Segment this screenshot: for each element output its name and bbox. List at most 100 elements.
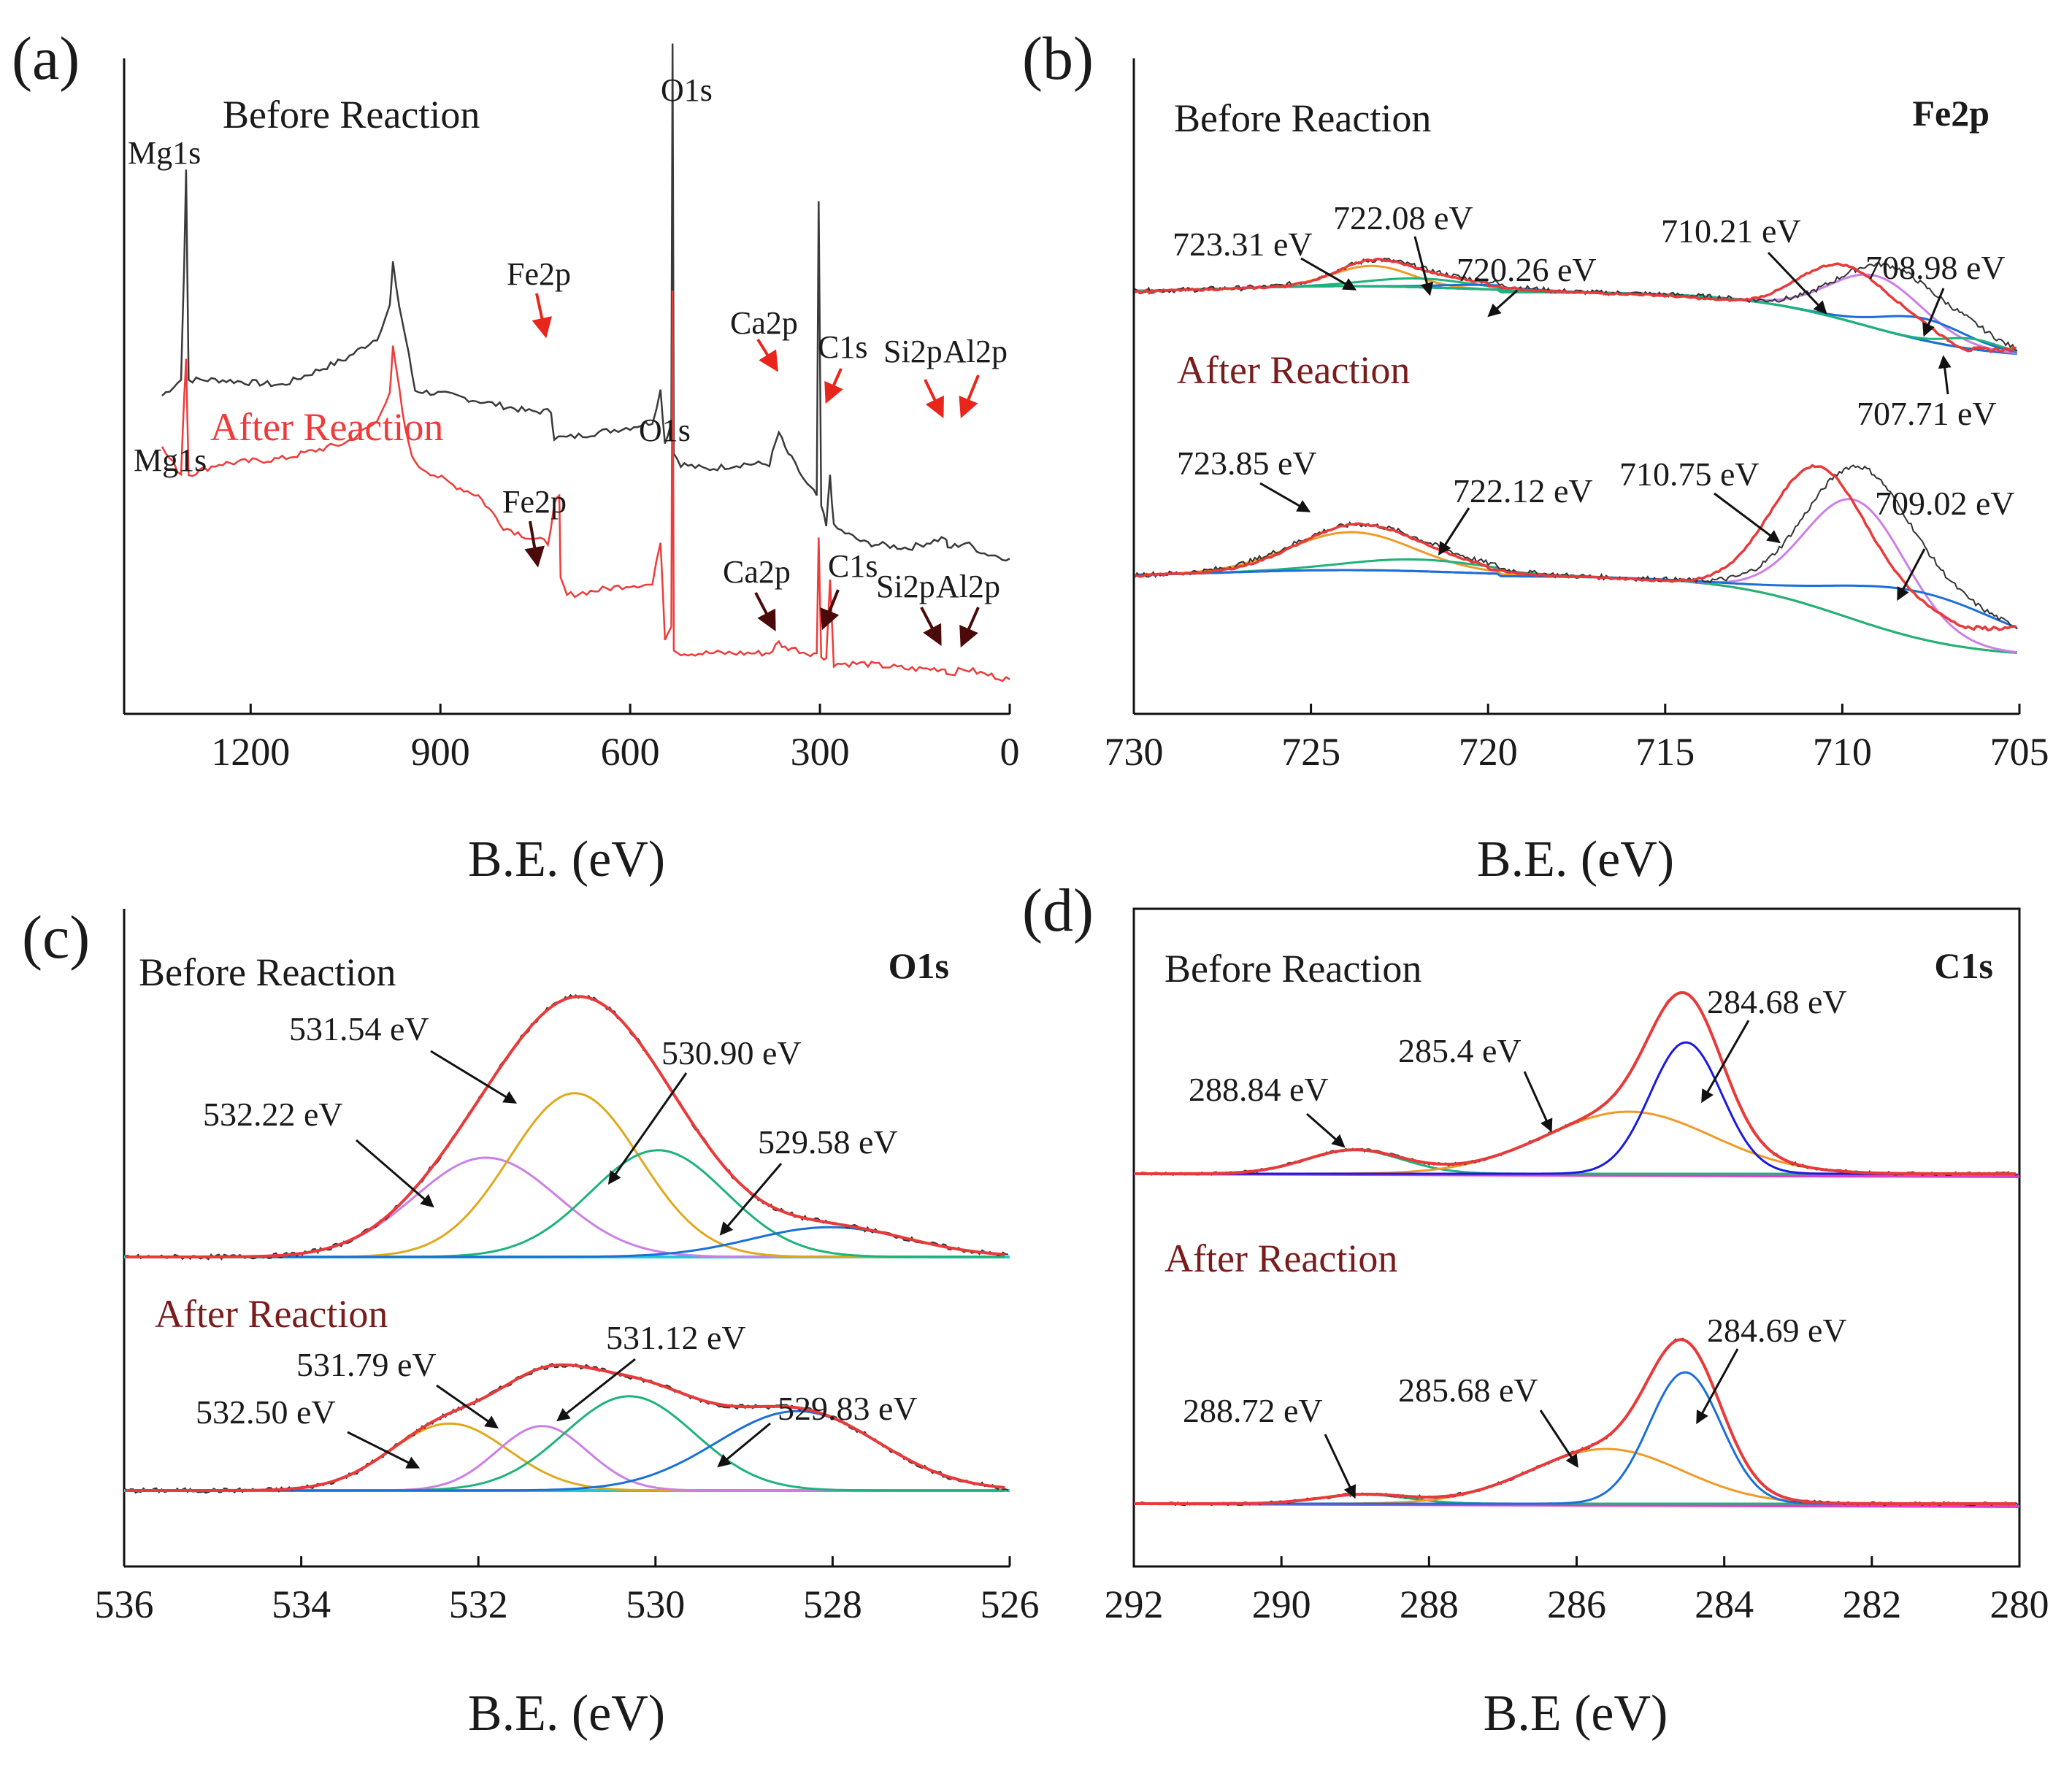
panel-b-frame [1132, 58, 2019, 715]
panel-d-after-label: After Reaction [1164, 1237, 1397, 1280]
o-label-531-54: 531.54 eV [289, 1010, 429, 1047]
peak-label-al2p-before: Al2p [943, 334, 1008, 369]
peak-label-si2p-after: Si2p [876, 569, 935, 604]
panel-d-tick-label: 282 [1842, 1583, 1901, 1626]
panel-d-region-title: C1s [1934, 945, 1993, 986]
panel-b-energy-labels: 723.31 eV 722.08 eV 720.26 eV 710.21 eV … [1173, 199, 2015, 522]
panel-a: (a) 1200 900 600 300 0 B.E. (eV) Before Reac… [12, 25, 1020, 888]
o-label-530-90: 530.90 eV [661, 1034, 802, 1072]
peak-label-o1s-before: O1s [661, 72, 713, 108]
peak-label-fe2p-after: Fe2p [502, 484, 567, 520]
panel-c-before-label: Before Reaction [139, 950, 396, 994]
c1s-before-component-curve [1135, 1041, 2017, 1175]
o1s-before-envelope-curve [126, 995, 1005, 1258]
fe-label-707-71: 707.71 eV [1857, 395, 1997, 432]
peak-label-si2p-before: Si2p [883, 334, 943, 369]
panel-c-tick-label: 528 [803, 1583, 862, 1626]
peak-label-fe2p-before: Fe2p [507, 256, 571, 292]
panel-a-tick-label: 0 [1000, 730, 1020, 774]
c1s-after-envelope-curve [1135, 1338, 2017, 1505]
fe-label-723-85: 723.85 eV [1177, 445, 1317, 482]
panel-d-tick-label: 290 [1252, 1583, 1311, 1626]
fe2p-after-component-curve [1135, 558, 2017, 654]
panel-a-tick-label: 300 [791, 730, 850, 774]
c-label-285-4: 285.4 eV [1398, 1032, 1522, 1069]
panel-b-region-title: Fe2p [1912, 93, 1989, 134]
panel-d-tick-label: 284 [1695, 1583, 1754, 1626]
panel-b-curves [1134, 257, 2018, 654]
panel-c-x-ticks: 536 534 532 530 528 526 [95, 1556, 1040, 1626]
fe-label-708-98: 708.98 eV [1865, 249, 2006, 286]
panel-b-tick-label: 725 [1281, 730, 1340, 774]
fe-label-720-26: 720.26 eV [1457, 251, 1597, 288]
panel-c-region-title: O1s [889, 945, 949, 986]
panel-d-x-ticks: 292 290 288 286 284 282 280 [1105, 1556, 2049, 1626]
panel-b-tick-label: 715 [1635, 730, 1695, 774]
panel-a-after-arrows [524, 520, 980, 648]
panel-c-after-label: After Reaction [155, 1292, 388, 1336]
o-label-529-58: 529.58 eV [758, 1123, 898, 1161]
panel-a-before-arrows [532, 293, 980, 419]
fe2p-before-background-curve [1135, 285, 2017, 355]
panel-c-letter: (c) [22, 904, 90, 972]
panel-a-tick-label: 600 [601, 730, 660, 774]
fe2p-before-raw-curve [1134, 257, 2018, 351]
panel-b-x-ticks: 730 725 720 715 710 705 [1105, 704, 2049, 774]
peak-label-ca2p-after: Ca2p [723, 554, 791, 590]
fe2p-before-envelope-curve [1134, 258, 2017, 354]
fe2p-before-component-curve [1135, 285, 2018, 353]
fe2p-before-component-curve [1135, 283, 2017, 355]
fe-label-710-75: 710.75 eV [1619, 455, 1760, 493]
panel-c-frame [123, 909, 1010, 1568]
o1s-after-envelope-curve [126, 1363, 1005, 1492]
panel-a-tick-label: 900 [411, 730, 470, 774]
panel-a-after-line [161, 290, 1010, 682]
c-label-288-72: 288.72 eV [1183, 1392, 1323, 1429]
panel-a-x-axis-title: B.E. (eV) [468, 831, 665, 888]
panel-b-tick-label: 710 [1813, 730, 1872, 774]
panel-c-curves [124, 993, 1010, 1494]
peak-label-o1s-after: O1s [639, 412, 691, 448]
c-label-284-69: 284.69 eV [1707, 1312, 1847, 1349]
panel-c-tick-label: 526 [981, 1583, 1040, 1626]
panel-a-series [161, 43, 1010, 682]
panel-c-tick-label: 530 [626, 1583, 685, 1626]
o-label-532-50: 532.50 eV [196, 1393, 336, 1431]
panel-d-letter: (d) [1022, 877, 1094, 945]
panel-a-x-ticks: 1200 900 600 300 0 [211, 704, 1020, 774]
peak-label-ca2p-before: Ca2p [730, 305, 798, 341]
panel-a-before-label: Before Reaction [223, 93, 480, 136]
panel-d: (d) 292 290 288 286 284 282 280 B.E (eV) C1s B… [1022, 877, 2049, 1742]
c-label-284-68: 284.68 eV [1707, 983, 1847, 1020]
panel-d-curves [1133, 991, 2020, 1508]
panel-c-tick-label: 534 [272, 1583, 331, 1626]
peak-label-c1s-before: C1s [818, 329, 867, 365]
o-label-532-22: 532.22 eV [203, 1096, 343, 1133]
panel-b: (b) 730 725 720 715 710 705 B.E. (eV) Fe2p Be… [1022, 25, 2049, 888]
panel-b-tick-label: 730 [1105, 730, 1164, 774]
peak-label-c1s-after: C1s [828, 548, 878, 584]
o1s-before-component-curve [126, 1156, 1005, 1258]
panel-a-frame [123, 58, 1010, 715]
fe2p-after-background-curve [1135, 569, 2017, 654]
fe-label-722-08: 722.08 eV [1333, 199, 1473, 237]
panel-d-tick-label: 286 [1547, 1583, 1606, 1626]
panel-b-letter: (b) [1022, 25, 1094, 93]
panel-b-after-label: After Reaction [1177, 348, 1410, 392]
panel-d-arrows [1306, 1020, 1750, 1499]
peak-label-al2p-after: Al2p [936, 569, 1000, 604]
panel-d-tick-label: 292 [1105, 1583, 1164, 1626]
c1s-after-component-curve [1135, 1447, 2017, 1505]
panel-d-tick-label: 280 [1990, 1583, 2049, 1626]
o-label-529-83: 529.83 eV [778, 1390, 918, 1427]
peak-label-mg1s-after: Mg1s [134, 442, 207, 478]
panel-b-x-axis-title: B.E. (eV) [1477, 831, 1674, 888]
fe2p-before-component-curve [1135, 285, 2018, 353]
panel-d-x-axis-title: B.E (eV) [1484, 1685, 1668, 1742]
panel-c-arrows [347, 1050, 783, 1469]
panel-b-tick-label: 705 [1990, 730, 2049, 774]
fe-label-709-02: 709.02 eV [1875, 485, 2015, 522]
panel-c-tick-label: 532 [449, 1583, 508, 1626]
panel-b-arrows [1259, 236, 1952, 601]
